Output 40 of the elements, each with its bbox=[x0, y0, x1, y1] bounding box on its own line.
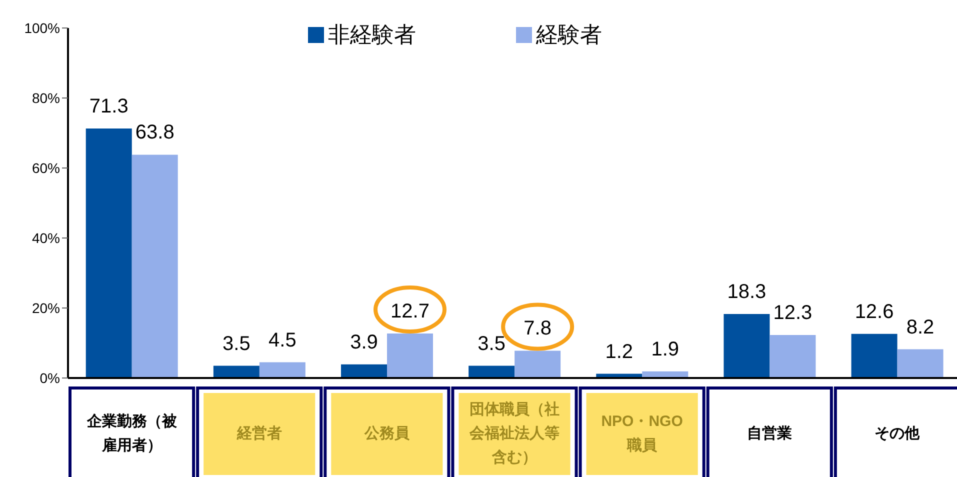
legend-label: 経験者 bbox=[535, 21, 602, 49]
x-tick-label: 経営者 bbox=[236, 424, 282, 442]
data-label: 12.6 bbox=[854, 300, 894, 323]
data-label: 3.5 bbox=[222, 332, 250, 355]
bar bbox=[724, 314, 770, 378]
x-tick-label: 自営業 bbox=[747, 424, 792, 442]
data-label: 1.9 bbox=[651, 338, 680, 360]
bar bbox=[770, 334, 816, 378]
data-label: 71.3 bbox=[89, 95, 128, 118]
bar bbox=[468, 366, 515, 378]
data-label: 3.9 bbox=[350, 331, 378, 354]
data-label: 8.2 bbox=[906, 316, 934, 338]
bar bbox=[514, 350, 561, 378]
y-tick-label: 0% bbox=[40, 370, 60, 386]
bar bbox=[259, 362, 306, 378]
bar bbox=[86, 128, 132, 378]
bar bbox=[897, 349, 944, 378]
y-tick-label: 100% bbox=[24, 20, 60, 36]
x-tick-label: NPO・NGO職員 bbox=[601, 412, 684, 454]
legend-label: 非経験者 bbox=[327, 21, 416, 49]
data-label: 18.3 bbox=[727, 280, 766, 303]
bar bbox=[213, 366, 260, 378]
data-label: 1.2 bbox=[605, 340, 634, 363]
data-label: 63.8 bbox=[135, 122, 174, 144]
data-label: 12.7 bbox=[390, 300, 430, 323]
x-tick-label: 企業勤務（被雇用者） bbox=[86, 412, 178, 454]
y-tick-label: 20% bbox=[32, 300, 60, 316]
x-tick-label: その他 bbox=[874, 424, 921, 442]
data-label: 12.3 bbox=[773, 302, 812, 324]
x-tick-label: 公務員 bbox=[363, 424, 410, 442]
bar bbox=[851, 334, 898, 378]
bar bbox=[341, 364, 388, 378]
bar bbox=[132, 154, 178, 378]
x-tick-label: 団体職員（社会福祉法人等含む） bbox=[468, 400, 560, 466]
data-label: 7.8 bbox=[524, 318, 552, 340]
data-label: 4.5 bbox=[268, 329, 296, 352]
y-tick-label: 60% bbox=[32, 160, 60, 176]
y-tick-label: 80% bbox=[32, 90, 60, 106]
data-label: 3.5 bbox=[478, 332, 506, 355]
y-tick-label: 40% bbox=[32, 230, 60, 246]
